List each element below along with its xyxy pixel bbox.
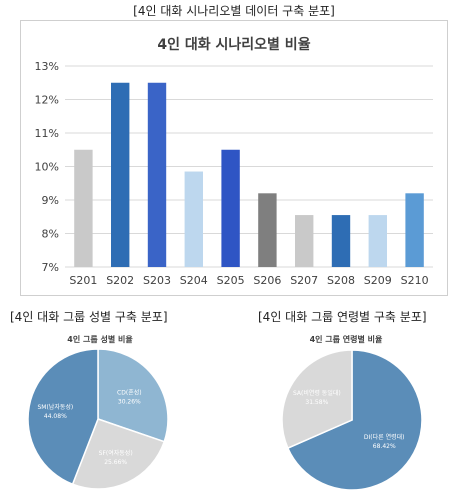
x-tick-label: S210 [401, 274, 429, 287]
age-pie-chart: 4인 그룹 연령별 비율 DI(다른 연령대) 68.42% SA(비연령 동일대)… [281, 334, 423, 491]
bar-s210 [405, 193, 424, 267]
x-tick-label: S209 [364, 274, 392, 287]
y-tick-label: 10% [35, 161, 59, 174]
pie-slice-label: CD(혼성) [117, 389, 142, 397]
gender-pie-chart: 4인 그룹 성별 비율 CD(혼성) 30.26% SF(여자동성) 25.66% SM… [27, 334, 169, 490]
y-tick-label: 13% [35, 60, 59, 73]
y-tick-label: 11% [35, 127, 59, 140]
bar-chart-frame: 4인 대화 시나리오별 비율 7% 8% 9% 10% 11% 12% 13% S201 S2… [20, 20, 448, 296]
scenario-bar-chart: 4인 대화 시나리오별 비율 7% 8% 9% 10% 11% 12% 13% S201 S2… [35, 36, 433, 287]
gender-caption: [4인 대화 그룹 성별 구축 분포] [10, 310, 168, 324]
pie-slice-percent: 30.26% [118, 399, 141, 406]
pie-slice-percent: 68.42% [373, 443, 396, 450]
pie-slice [71, 418, 166, 490]
bar-s204 [184, 171, 203, 267]
x-tick-label: S205 [217, 274, 245, 287]
bar-s208 [331, 215, 351, 267]
bar-s209 [368, 215, 387, 267]
gender-pie-title: 4인 그룹 성별 비율 [67, 334, 133, 344]
x-tick-label: S201 [69, 274, 97, 287]
x-tick-label: S203 [143, 274, 171, 287]
age-pie-title: 4인 그룹 연령별 비율 [310, 334, 383, 344]
x-tick-label: S208 [327, 274, 355, 287]
pie-slice [281, 349, 353, 450]
bar-s201 [74, 149, 93, 267]
bar-s203 [147, 82, 167, 267]
pie-slice-label: SF(여자동성) [99, 449, 133, 457]
pie-slice-label: SM(남자동성) [37, 403, 73, 411]
bar-s202 [111, 82, 130, 267]
bar-s205 [221, 149, 240, 267]
pie-slice-label: SA(비연령 동일대) [293, 389, 341, 397]
y-tick-label: 7% [42, 261, 59, 274]
bar-chart-title: 4인 대화 시나리오별 비율 [157, 36, 310, 53]
pie-slice [286, 349, 423, 491]
pie-slice-percent: 25.66% [104, 459, 127, 466]
pie-slice [27, 348, 99, 486]
pie-slice-percent: 44.08% [44, 413, 67, 420]
pie-slice [97, 348, 169, 443]
x-tick-label: S207 [290, 274, 318, 287]
y-tick-label: 9% [42, 194, 59, 207]
x-tick-label: S206 [253, 274, 281, 287]
y-tick-label: 12% [35, 94, 59, 107]
age-caption: [4인 대화 그룹 연령별 구축 분포] [258, 310, 427, 324]
y-tick-label: 8% [42, 228, 59, 241]
pie-slice-label: DI(다른 연령대) [364, 433, 405, 441]
top-caption: [4인 대화 시나리오별 데이터 구축 분포] [133, 4, 335, 18]
x-tick-label: S204 [180, 274, 208, 287]
bar-s206 [258, 193, 277, 267]
x-tick-label: S202 [106, 274, 134, 287]
bar-s207 [295, 215, 314, 267]
pie-slice-percent: 31.58% [305, 399, 328, 406]
